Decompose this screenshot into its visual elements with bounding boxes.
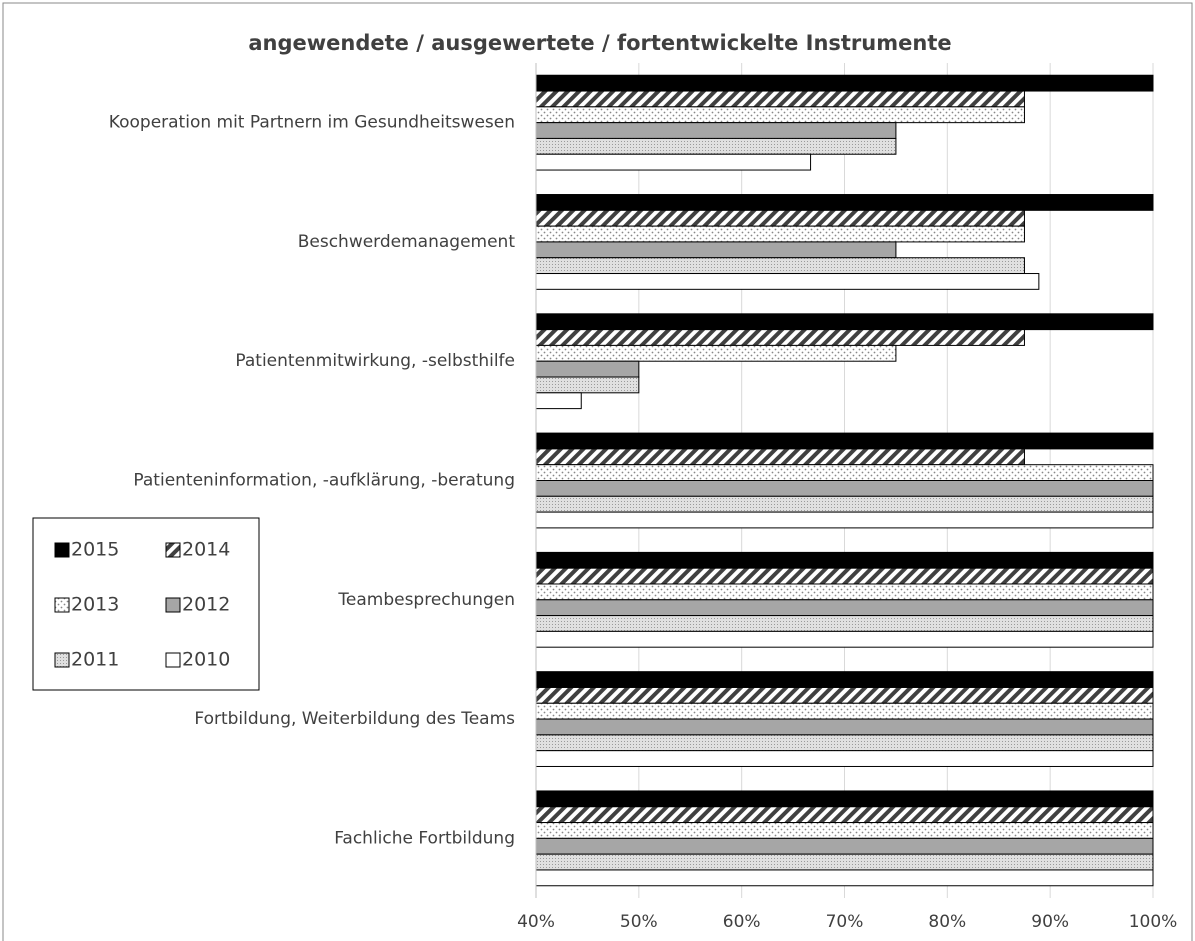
- chart-title: angewendete / ausgewertete / fortentwick…: [248, 31, 951, 55]
- bar: [535, 106, 1025, 124]
- x-tick-label: 90%: [1031, 912, 1069, 932]
- x-tick-label: 60%: [723, 912, 761, 932]
- legend-label: 2015: [71, 539, 119, 561]
- legend-label: 2014: [182, 539, 230, 561]
- y-tick-label: Kooperation mit Partnern im Gesundheitsw…: [109, 113, 515, 133]
- bar: [535, 329, 1025, 346]
- x-tick-label: 100%: [1129, 912, 1178, 932]
- bar: [535, 615, 1154, 632]
- bar: [535, 837, 1154, 855]
- bar: [535, 360, 640, 378]
- bar: [535, 551, 1154, 569]
- bar: [535, 273, 1040, 290]
- bar: [535, 225, 1025, 243]
- legend-swatch: [165, 542, 181, 558]
- bar: [535, 464, 1154, 482]
- bar: [535, 853, 1154, 871]
- legend-swatch: [54, 542, 70, 558]
- bar: [535, 392, 582, 410]
- bar: [535, 122, 897, 139]
- bar: [535, 567, 1154, 585]
- legend-swatch: [54, 652, 70, 668]
- legend-label: 2010: [182, 649, 230, 671]
- bar: [535, 495, 1154, 513]
- bar: [535, 671, 1154, 688]
- bar: [535, 583, 1154, 601]
- x-tick-label: 40%: [517, 912, 555, 932]
- y-tick-label: Patientenmitwirkung, -selbsthilfe: [235, 351, 515, 371]
- bar: [535, 432, 1154, 450]
- y-tick-label: Beschwerdemanagement: [298, 232, 516, 252]
- bar: [535, 686, 1154, 704]
- y-tick-label: Teambesprechungen: [337, 590, 515, 610]
- bar: [535, 344, 897, 362]
- bar: [535, 790, 1154, 808]
- bar: [535, 869, 1154, 887]
- bar: [535, 376, 640, 394]
- bar: [535, 511, 1154, 529]
- legend-box: [32, 517, 260, 691]
- y-tick-label: Patienteninformation, -aufklärung, -bera…: [133, 471, 515, 491]
- x-tick-label: 70%: [826, 912, 864, 932]
- bar: [535, 718, 1154, 736]
- legend-label: 2011: [71, 649, 119, 671]
- bar: [535, 90, 1025, 108]
- bar: [535, 630, 1154, 648]
- bar: [535, 153, 812, 171]
- x-tick-label: 80%: [928, 912, 966, 932]
- bar: [535, 448, 1025, 466]
- legend-swatch: [165, 597, 181, 613]
- x-tick-label: 50%: [620, 912, 658, 932]
- legend-swatch: [54, 597, 70, 613]
- legend-label: 2012: [182, 594, 230, 616]
- bar: [535, 806, 1154, 824]
- bar: [535, 74, 1154, 92]
- bar: [535, 241, 897, 259]
- bar: [535, 257, 1025, 275]
- bar: [535, 209, 1025, 227]
- bar: [535, 480, 1154, 497]
- bar: [535, 313, 1154, 331]
- bar: [535, 822, 1154, 839]
- y-tick-label: Fortbildung, Weiterbildung des Teams: [194, 709, 515, 729]
- bar: [535, 750, 1154, 767]
- bar: [535, 599, 1154, 617]
- y-tick-label: Fachliche Fortbildung: [334, 828, 515, 848]
- legend-swatch: [165, 652, 181, 668]
- legend-label: 2013: [71, 594, 119, 616]
- bar: [535, 137, 897, 155]
- bar: [535, 734, 1154, 752]
- bar: [535, 194, 1154, 211]
- bar: [535, 702, 1154, 720]
